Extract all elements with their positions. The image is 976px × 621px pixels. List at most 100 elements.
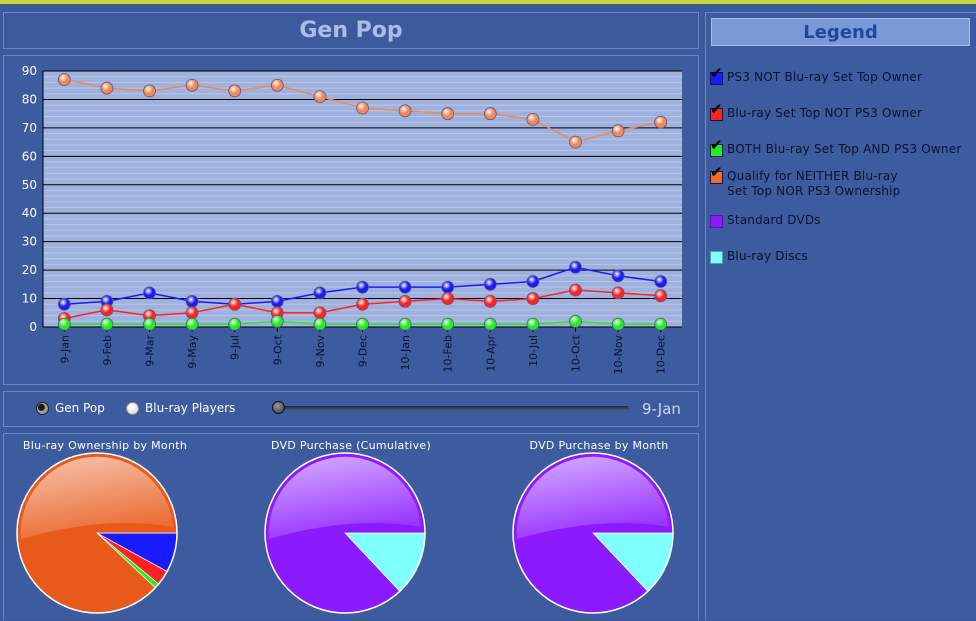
- data-point[interactable]: [356, 101, 369, 115]
- data-point[interactable]: [100, 81, 114, 95]
- y-tick-label: 70: [22, 121, 37, 135]
- legend-swatch[interactable]: ✔: [710, 102, 723, 121]
- legend-swatch[interactable]: ✔: [710, 165, 723, 184]
- legend-item-bluray-discs[interactable]: Blu-ray Discs: [710, 249, 808, 264]
- legend-swatch[interactable]: ✔: [710, 66, 723, 85]
- data-point[interactable]: [185, 294, 199, 308]
- data-point[interactable]: [185, 306, 199, 320]
- data-point[interactable]: [143, 84, 156, 98]
- legend-swatch[interactable]: [710, 251, 723, 264]
- data-point[interactable]: [569, 283, 582, 297]
- data-point[interactable]: [185, 317, 199, 331]
- data-point[interactable]: [270, 314, 284, 328]
- data-point[interactable]: [654, 115, 668, 129]
- data-point[interactable]: [398, 317, 412, 331]
- legend-item-both[interactable]: ✔ BOTH Blu-ray Set Top AND PS3 Owner: [710, 138, 962, 157]
- data-point[interactable]: [398, 294, 412, 308]
- data-point[interactable]: [313, 286, 327, 300]
- data-point[interactable]: [398, 280, 412, 294]
- data-point[interactable]: [57, 317, 71, 331]
- y-tick-label: 60: [22, 149, 37, 163]
- checkmark-icon: ✔: [710, 136, 723, 154]
- y-tick-label: 30: [22, 235, 37, 249]
- pie-gloss: [20, 456, 174, 539]
- data-point[interactable]: [441, 280, 455, 294]
- data-point[interactable]: [356, 317, 369, 331]
- x-tick-label: 9-Oct: [271, 334, 284, 365]
- data-point[interactable]: [313, 90, 327, 103]
- data-point[interactable]: [569, 314, 582, 328]
- y-tick-label: 10: [22, 292, 37, 306]
- checkmark-icon: ✔: [710, 100, 723, 118]
- y-tick-label: 80: [22, 92, 37, 106]
- pie-charts: [16, 452, 674, 614]
- data-point[interactable]: [228, 317, 242, 331]
- x-tick-label: 9-Nov: [314, 335, 327, 368]
- legend-heading: Legend: [803, 22, 878, 43]
- data-point[interactable]: [356, 280, 369, 294]
- legend-swatch[interactable]: ✔: [710, 138, 723, 157]
- data-point[interactable]: [483, 107, 497, 121]
- data-point[interactable]: [441, 317, 455, 331]
- x-tick-label: 9-Jan: [58, 335, 71, 364]
- legend-label: Blu-ray Discs: [727, 249, 808, 263]
- data-point[interactable]: [483, 294, 497, 308]
- data-point[interactable]: [356, 297, 369, 311]
- legend-item-standard-dvds[interactable]: Standard DVDs: [710, 213, 821, 228]
- data-point[interactable]: [441, 107, 455, 121]
- month-slider-handle[interactable]: [272, 401, 285, 414]
- data-point[interactable]: [611, 269, 625, 283]
- legend-item-bluray-not-ps3[interactable]: ✔ Blu-ray Set Top NOT PS3 Owner: [710, 102, 923, 121]
- title-panel: Gen Pop: [3, 12, 699, 49]
- blu-ray-players-radio-label[interactable]: Blu-ray Players: [145, 401, 236, 415]
- legend-label: Blu-ray Set Top NOT PS3 Owner: [727, 106, 923, 120]
- data-point[interactable]: [270, 294, 284, 308]
- data-point[interactable]: [526, 292, 540, 305]
- legend-item-ps3-not-bluray[interactable]: ✔ PS3 NOT Blu-ray Set Top Owner: [710, 66, 922, 85]
- data-point[interactable]: [313, 306, 327, 320]
- month-slider-track[interactable]: [275, 406, 629, 411]
- gen-pop-radio[interactable]: [36, 402, 49, 415]
- data-point[interactable]: [611, 124, 625, 138]
- data-point[interactable]: [654, 289, 668, 303]
- legend-swatch[interactable]: [710, 215, 723, 228]
- blu-ray-players-radio[interactable]: [126, 402, 139, 415]
- data-point[interactable]: [526, 275, 540, 288]
- data-point[interactable]: [441, 292, 455, 305]
- x-tick-label: 10-Apr: [484, 335, 497, 372]
- data-point[interactable]: [569, 135, 582, 149]
- data-point[interactable]: [611, 286, 625, 300]
- data-point[interactable]: [654, 317, 668, 331]
- data-point[interactable]: [185, 78, 199, 92]
- data-point[interactable]: [228, 297, 242, 311]
- legend-header: Legend: [711, 18, 970, 46]
- data-point[interactable]: [483, 317, 497, 331]
- y-tick-label: 0: [29, 320, 37, 334]
- legend-item-neither[interactable]: ✔ Qualify for NEITHER Blu-ray Set Top NO…: [710, 165, 900, 199]
- data-point[interactable]: [398, 104, 412, 118]
- data-point[interactable]: [313, 317, 327, 331]
- legend-label: BOTH Blu-ray Set Top AND PS3 Owner: [727, 142, 962, 156]
- legend-panel: Legend ✔ PS3 NOT Blu-ray Set Top Owner ✔…: [705, 12, 976, 620]
- data-point[interactable]: [569, 260, 582, 274]
- data-point[interactable]: [57, 297, 71, 311]
- checkmark-icon: ✔: [710, 64, 723, 82]
- data-point[interactable]: [526, 112, 540, 126]
- line-chart: 0 10 20 30 40 50 60 70 80 90 9-Jan 9-Feb 9-Mar 9-May 9…: [22, 64, 682, 375]
- x-tick-label: 9-Feb: [101, 335, 114, 365]
- data-point[interactable]: [483, 277, 497, 291]
- legend-label: Standard DVDs: [727, 213, 821, 227]
- data-point[interactable]: [57, 73, 71, 86]
- x-tick-label: 10-Nov: [612, 335, 625, 375]
- data-point[interactable]: [100, 303, 114, 317]
- data-point[interactable]: [143, 317, 156, 331]
- checkmark-icon: ✔: [710, 163, 723, 181]
- gen-pop-radio-label[interactable]: Gen Pop: [55, 401, 105, 415]
- data-point[interactable]: [654, 275, 668, 288]
- data-point[interactable]: [270, 78, 284, 92]
- data-point[interactable]: [526, 317, 540, 331]
- data-point[interactable]: [611, 317, 625, 331]
- data-point[interactable]: [100, 317, 114, 331]
- data-point[interactable]: [143, 286, 156, 300]
- data-point[interactable]: [228, 84, 242, 98]
